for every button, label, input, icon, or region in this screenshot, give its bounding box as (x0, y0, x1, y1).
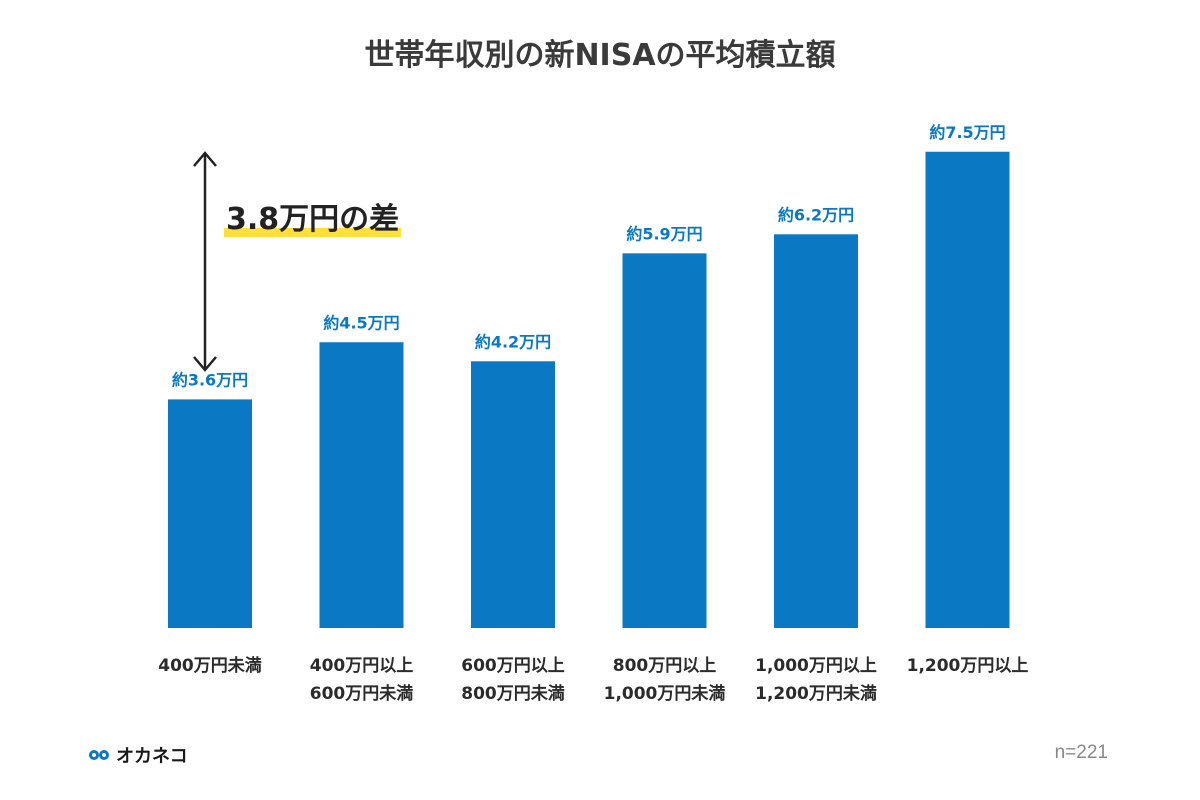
bar-2 (471, 361, 555, 628)
difference-annotation: 3.8万円の差 (224, 194, 402, 238)
brand-name: オカネコ (116, 746, 188, 767)
value-label-0: 約3.6万円 (172, 370, 248, 389)
x-tick-label-line: 1,200万円未満 (755, 684, 877, 704)
value-label-4: 約6.2万円 (778, 205, 854, 224)
value-label-2: 約4.2万円 (475, 332, 551, 351)
value-label-3: 約5.9万円 (626, 224, 702, 243)
x-tick-label-3: 800万円以上 1,000万円未満 (580, 652, 750, 708)
x-tick-label-1: 400万円以上 600万円未満 (277, 652, 447, 708)
chart-title: 世帯年収別の新NISAの平均積立額 (364, 38, 836, 73)
difference-arrow (193, 151, 217, 372)
x-tick-label-line: 800万円未満 (461, 684, 565, 704)
x-tick-label-line: 600万円未満 (309, 684, 414, 704)
brand: オカネコ (88, 742, 188, 768)
value-label-5: 約7.5万円 (929, 123, 1005, 142)
bars-group (168, 151, 1010, 629)
x-tick-label-0: 400万円未満 (125, 652, 295, 680)
okaneko-logo-icon (89, 750, 109, 760)
bar-5 (925, 151, 1010, 628)
bar-4 (774, 234, 858, 629)
x-tick-label-2: 600万円以上 800万円未満 (428, 652, 598, 708)
value-label-1: 約4.5万円 (323, 313, 399, 332)
bar-1 (319, 342, 404, 628)
x-tick-label-line: 1,000万円未満 (603, 684, 726, 704)
x-tick-label-line: 400万円未満 (158, 656, 262, 676)
x-tick-label-line: 600万円以上 (461, 656, 565, 676)
bar-0 (168, 399, 252, 628)
difference-text: 3.8万円の差 (224, 202, 402, 237)
x-tick-label-5: 1,200万円以上 (883, 652, 1053, 680)
x-tick-label-4: 1,000万円以上 1,200万円未満 (731, 652, 901, 708)
sample-size: n=221 (1054, 742, 1108, 763)
x-tick-label-line: 1,200万円以上 (906, 656, 1029, 676)
x-tick-label-line: 800万円以上 (612, 656, 717, 676)
x-tick-label-line: 1,000万円以上 (755, 656, 877, 676)
x-tick-label-line: 400万円以上 (309, 656, 414, 676)
bar-3 (622, 253, 707, 628)
